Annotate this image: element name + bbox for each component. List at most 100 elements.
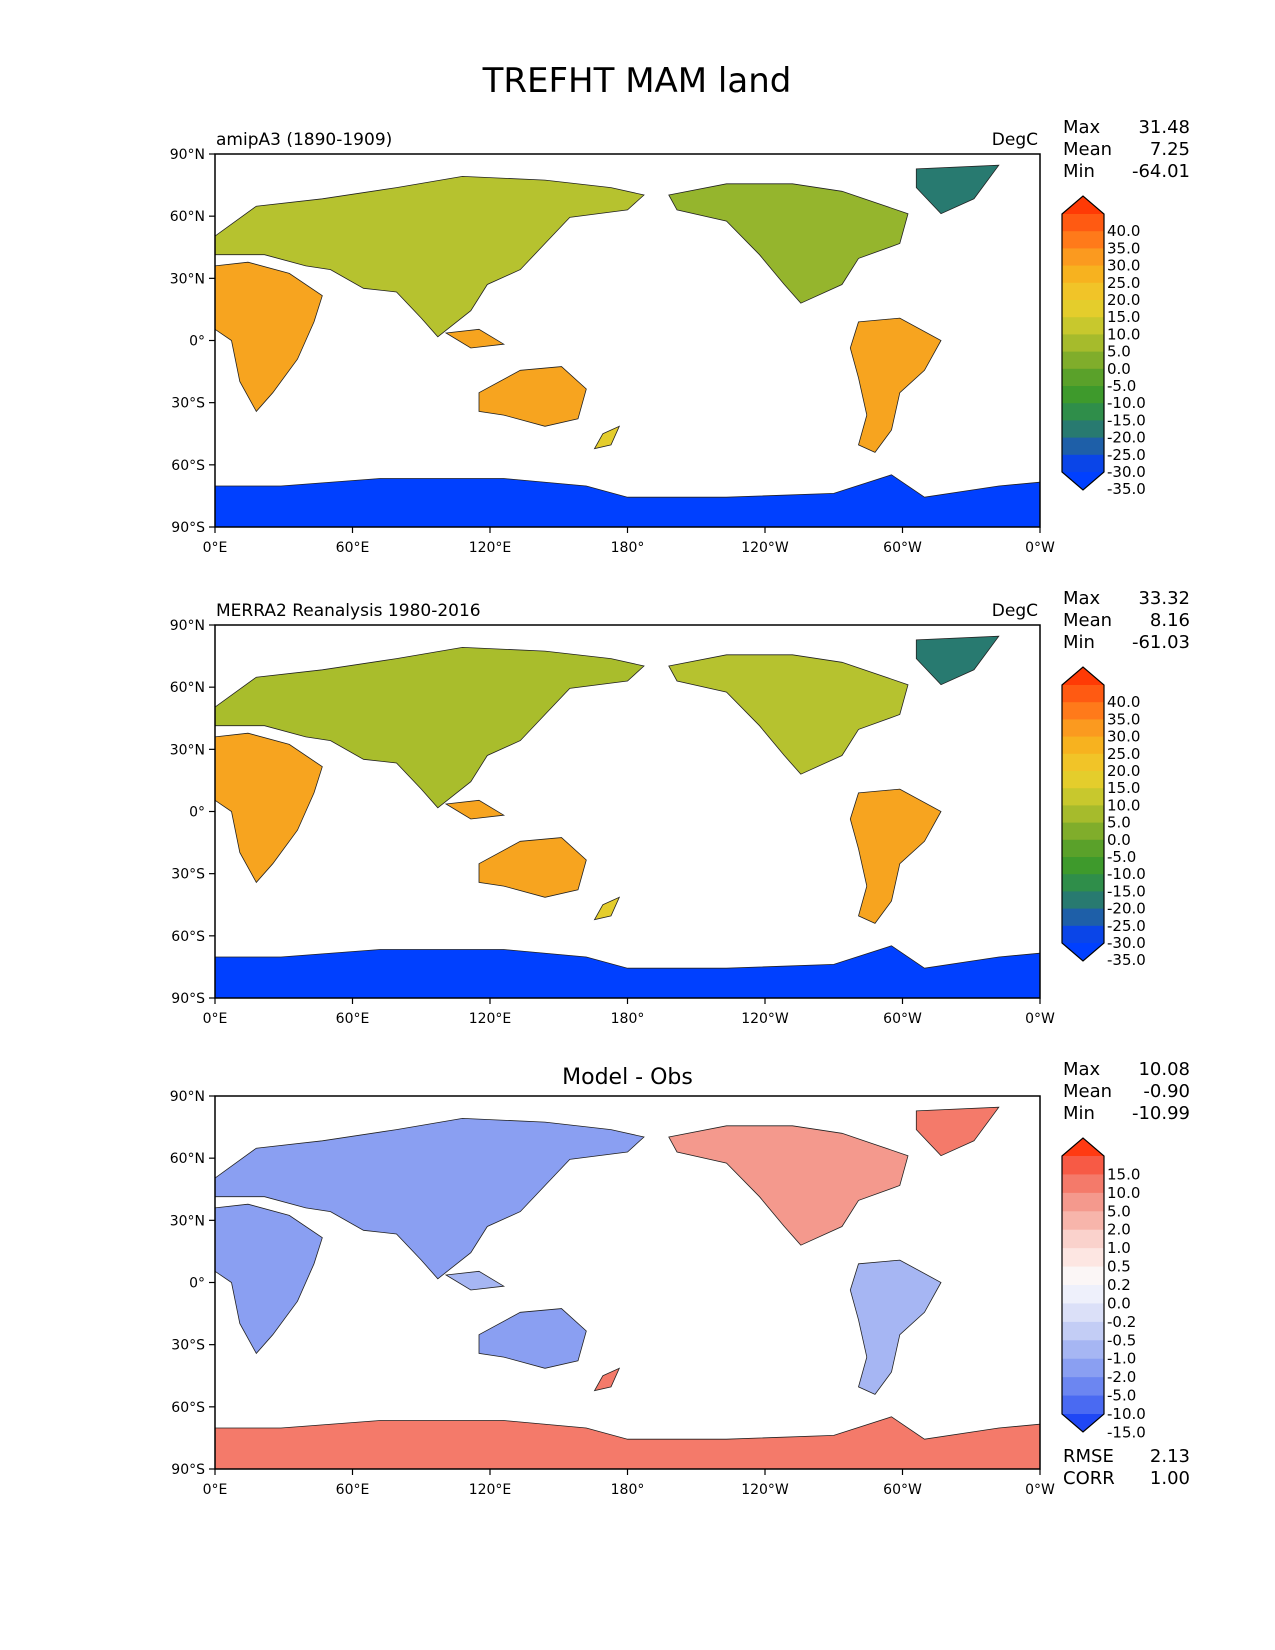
lat-tick-label: 90°N (170, 1089, 205, 1105)
lon-tick-label: 60°W (883, 540, 922, 556)
lon-tick-label: 60°E (336, 1482, 370, 1498)
colorbar-segment (1062, 1229, 1104, 1249)
colorbar-tick-label: 40.0 (1107, 693, 1140, 711)
landmass-australia (478, 837, 587, 898)
stat-label-min: Min (1063, 1103, 1095, 1124)
lat-tick-label: 90°N (170, 618, 205, 634)
colorbar-segment (1062, 351, 1104, 370)
stat-label-max: Max (1063, 117, 1101, 138)
lat-tick-label: 60°N (170, 1151, 205, 1167)
map-model (214, 153, 1041, 528)
stat-label-mean: Mean (1063, 1081, 1112, 1102)
colorbar-tick-label: 1.0 (1107, 1239, 1131, 1257)
lon-tick-label: 180° (611, 1482, 645, 1498)
colorbar-segment (1062, 1211, 1104, 1231)
colorbar-tick-label: -30.0 (1107, 934, 1146, 952)
colorbar-tick-label: 0.0 (1107, 360, 1131, 378)
colorbar-segment (1062, 685, 1104, 703)
colorbar-extend-bottom (1062, 943, 1104, 961)
colorbar-extend-top (1062, 196, 1104, 214)
colorbar-segment (1062, 1156, 1104, 1176)
colorbar-segment (1062, 805, 1104, 824)
stat-value-max: 10.08 (1138, 1059, 1190, 1080)
stat-value-min: -61.03 (1132, 632, 1190, 653)
colorbar-segment (1062, 1248, 1104, 1268)
stat-value-rmse: 2.13 (1150, 1446, 1190, 1467)
panel-left-title: amipA3 (1890-1909) (216, 130, 392, 150)
colorbar-tick-label: 15.0 (1107, 1165, 1140, 1183)
lat-tick-label: 90°S (171, 991, 205, 1007)
lat-tick-label: 0° (189, 805, 205, 821)
lat-tick-label: 30°S (171, 867, 205, 883)
colorbar-tick-label: 40.0 (1107, 222, 1140, 240)
colorbar-segment (1062, 1266, 1104, 1286)
colorbar-tick-label: 10.0 (1107, 1184, 1140, 1202)
lon-tick-label: 180° (611, 540, 645, 556)
landmass-greenland (915, 635, 1000, 686)
colorbar-extend-bottom (1062, 1414, 1104, 1432)
landmass-eurasia (215, 175, 645, 338)
units-label: DegC (992, 130, 1038, 150)
colorbar-tick-label: 2.0 (1107, 1221, 1131, 1239)
landmass-nz (593, 896, 621, 921)
colorbar-tick-label: -35.0 (1107, 480, 1146, 498)
colorbar-segment (1062, 771, 1104, 789)
colorbar-tick-label: 15.0 (1107, 308, 1140, 326)
colorbar-tick-label: -10.0 (1107, 865, 1146, 883)
panel-left-title: MERRA2 Reanalysis 1980-2016 (216, 601, 481, 621)
landmass-australia (478, 366, 587, 427)
panel-obs: MERRA2 Reanalysis 1980-2016 DegC 90°N 60°N 3… (170, 588, 1190, 1027)
colorbar-tick-label: -0.2 (1107, 1313, 1136, 1331)
stat-value-mean: -0.90 (1143, 1081, 1190, 1102)
colorbar-segment (1062, 1303, 1104, 1323)
lat-tick-label: 30°N (170, 271, 205, 287)
colorbar-tick-label: 0.5 (1107, 1258, 1131, 1276)
stat-label-max: Max (1063, 1059, 1101, 1080)
landmass-africa (215, 261, 323, 413)
colorbar-segment (1062, 857, 1104, 875)
lon-tick-label: 0°E (203, 540, 228, 556)
colorbar-tick-label: 35.0 (1107, 710, 1140, 728)
colorbar-tick-label: -15.0 (1107, 1423, 1146, 1441)
lat-tick-label: 30°N (170, 742, 205, 758)
lon-tick-label: 0°W (1025, 1011, 1055, 1027)
colorbar-diff: 15.010.05.02.01.00.50.20.0-0.2-0.5-1.0-2… (1061, 1137, 1146, 1441)
lon-tick-label: 120°W (741, 540, 789, 556)
colorbar-tick-label: 30.0 (1107, 728, 1140, 746)
colorbar-tick-label: 20.0 (1107, 762, 1140, 780)
lat-tick-label: 60°S (171, 1400, 205, 1416)
lon-tick-label: 120°E (469, 540, 512, 556)
colorbar-tick-label: -5.0 (1107, 377, 1136, 395)
units-label: DegC (992, 601, 1038, 621)
stat-label-max: Max (1063, 588, 1101, 609)
colorbar-segment (1062, 334, 1104, 353)
colorbar-tick-label: -1.0 (1107, 1350, 1136, 1368)
lat-tick-label: 30°S (171, 396, 205, 412)
landmass-namerica (668, 1125, 909, 1246)
colorbar-segment (1062, 1377, 1104, 1397)
lat-tick-label: 60°S (171, 458, 205, 474)
colorbar-tick-label: -10.0 (1107, 394, 1146, 412)
colorbar-segment (1062, 300, 1104, 318)
figure-title: TREFHT MAM land (482, 61, 792, 101)
landmass-indonesia (444, 799, 506, 820)
colorbar-tick-label: 10.0 (1107, 796, 1140, 814)
colorbar-tick-label: 5.0 (1107, 343, 1131, 361)
colorbar-segment (1062, 231, 1104, 249)
colorbar-segment (1062, 736, 1104, 755)
landmass-samerica (849, 1259, 942, 1395)
panel-model: amipA3 (1890-1909) DegC 90°N 60°N 30°N 0° 30°S… (170, 117, 1190, 556)
landmass-greenland (915, 164, 1000, 215)
lat-tick-label: 60°N (170, 209, 205, 225)
colorbar-extend-top (1062, 667, 1104, 685)
lon-tick-label: 60°W (883, 1011, 922, 1027)
colorbar-segment (1062, 1321, 1104, 1341)
lon-tick-label: 0°W (1025, 540, 1055, 556)
landmass-indonesia (444, 328, 506, 349)
landmass-namerica (668, 654, 909, 775)
colorbar-segment (1062, 839, 1104, 858)
colorbar-tick-label: -5.0 (1107, 848, 1136, 866)
stat-label-min: Min (1063, 632, 1095, 653)
landmass-eurasia (215, 1117, 645, 1280)
lat-tick-label: 0° (189, 1276, 205, 1292)
